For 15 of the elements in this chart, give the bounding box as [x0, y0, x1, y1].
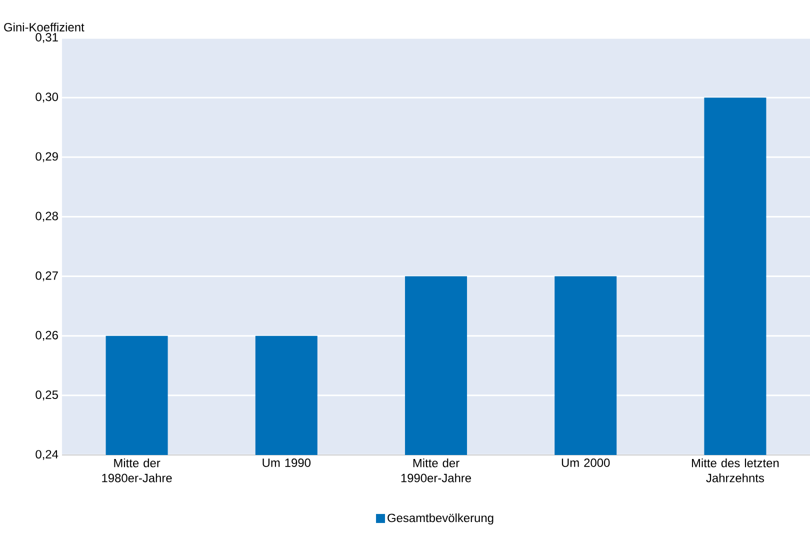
- x-tick-label: Mitte des letzten Jahrzehnts: [692, 458, 779, 482]
- y-tick-label: 0,29: [36, 152, 58, 162]
- y-tick-label: 0,26: [36, 330, 58, 341]
- x-tick-label: Mitte der 1990er-Jahre: [401, 458, 472, 482]
- y-tick-label: 0,24: [36, 450, 58, 460]
- y-tick-label: 0,31: [36, 33, 58, 43]
- x-tick-label: Um 2000: [562, 458, 610, 467]
- y-tick-label: 0,28: [36, 212, 58, 222]
- y-tick-label: 0,25: [36, 390, 58, 400]
- y-axis-title: Gini-Koeffizient: [4, 22, 84, 32]
- legend-label: Gesamtbevölkerung: [388, 513, 494, 525]
- x-tick-label: Mitte der 1980er-Jahre: [102, 458, 172, 482]
- y-tick-label: 0,30: [36, 92, 58, 103]
- x-tick-label: Um 1990: [262, 458, 311, 467]
- y-tick-label: 0,27: [36, 271, 58, 282]
